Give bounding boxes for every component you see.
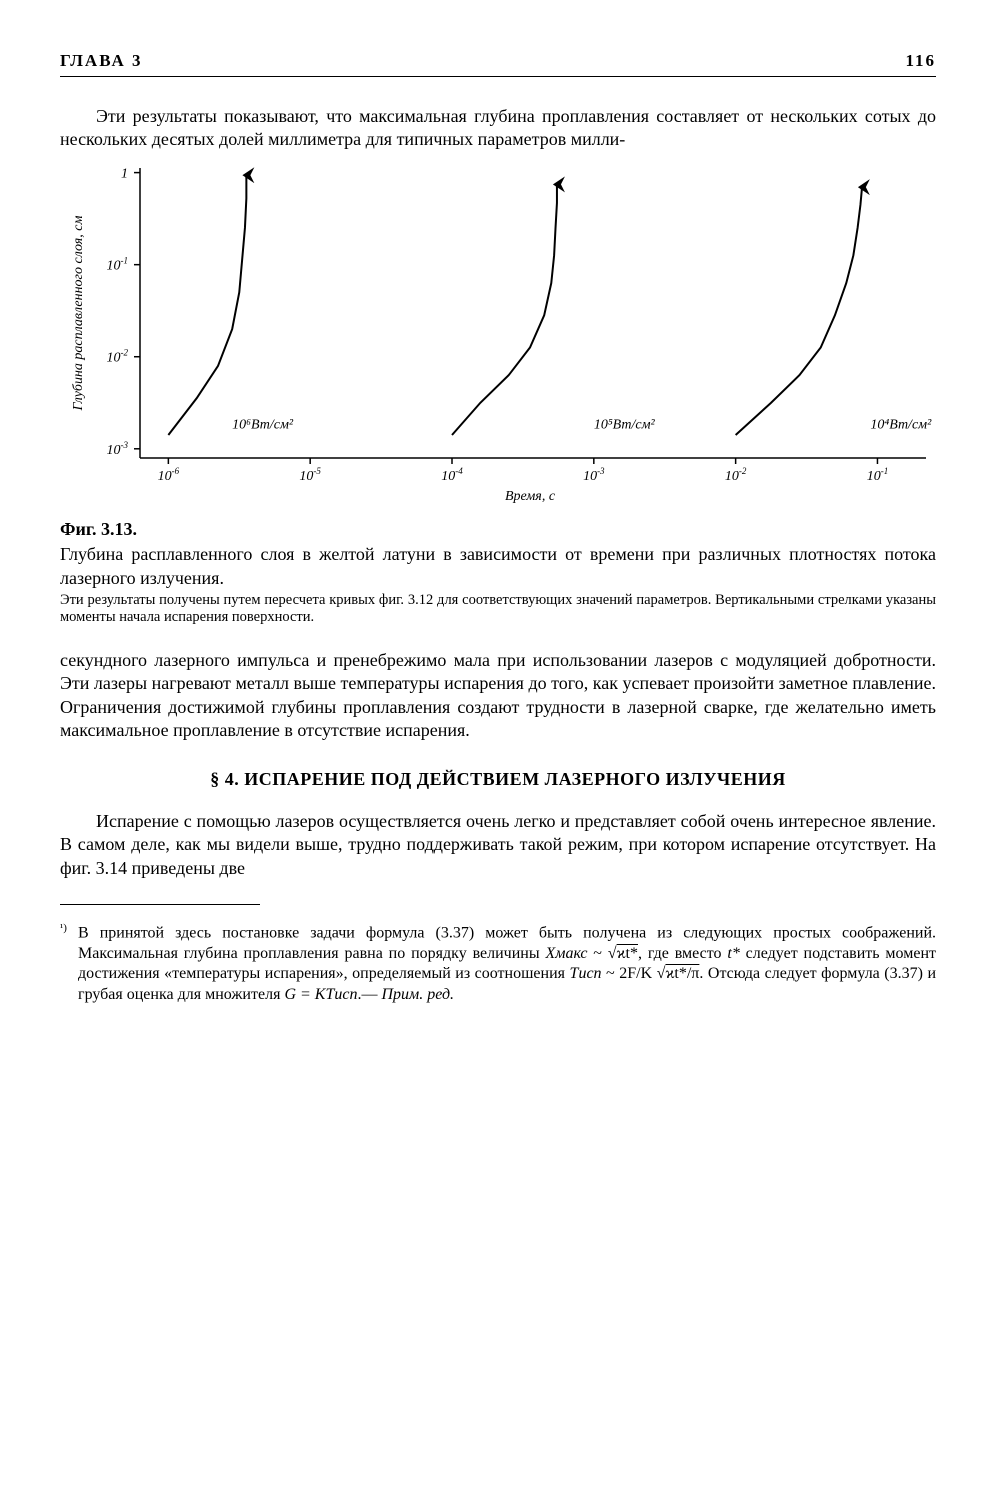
svg-text:10-6: 10-6 bbox=[158, 466, 180, 484]
page-header: ГЛАВА 3 116 bbox=[60, 50, 936, 77]
footnote-marker: ¹) bbox=[60, 922, 67, 934]
figure-3-13-chart: 10-3 10-2 10-1 1 10-6 10-5 10-4 10-3 10-2 10-1 Вре… bbox=[60, 158, 936, 508]
svg-text:10-1: 10-1 bbox=[867, 466, 889, 484]
svg-text:10-4: 10-4 bbox=[441, 466, 463, 484]
intro-paragraph: Эти результаты показывают, что максималь… bbox=[60, 105, 936, 152]
svg-text:10⁵Вт/см²: 10⁵Вт/см² bbox=[594, 417, 656, 432]
chart-svg: 10-3 10-2 10-1 1 10-6 10-5 10-4 10-3 10-2 10-1 Вре… bbox=[60, 158, 936, 508]
svg-text:10⁴Вт/см²: 10⁴Вт/см² bbox=[870, 417, 932, 432]
svg-text:1: 1 bbox=[121, 166, 128, 181]
svg-text:Время, с: Время, с bbox=[505, 489, 556, 504]
figure-label: Фиг. 3.13. bbox=[60, 518, 936, 541]
svg-text:10-2: 10-2 bbox=[725, 466, 747, 484]
page-number: 116 bbox=[905, 50, 936, 72]
footnote-1: ¹) В принятой здесь постановке задачи фо… bbox=[60, 921, 936, 1005]
figure-caption-main: Глубина расплавленного слоя в желтой лат… bbox=[60, 543, 936, 590]
svg-text:10⁶Вт/см²: 10⁶Вт/см² bbox=[232, 417, 294, 432]
figure-caption-small: Эти результаты получены путем пересчета … bbox=[60, 592, 936, 627]
svg-text:10-1: 10-1 bbox=[107, 256, 129, 274]
footnote-separator bbox=[60, 904, 260, 905]
svg-text:10-5: 10-5 bbox=[299, 466, 321, 484]
after-chart-paragraph: секундного лазерного импульса и пренебре… bbox=[60, 649, 936, 743]
chapter-label: ГЛАВА 3 bbox=[60, 50, 143, 72]
svg-text:10-3: 10-3 bbox=[583, 466, 605, 484]
svg-text:10-3: 10-3 bbox=[107, 440, 129, 458]
section-4-title: § 4. ИСПАРЕНИЕ ПОД ДЕЙСТВИЕМ ЛАЗЕРНОГО И… bbox=[60, 768, 936, 791]
section-4-paragraph: Испарение с помощью лазеров осуществляет… bbox=[60, 810, 936, 880]
svg-text:Глубина расплавленного слоя, с: Глубина расплавленного слоя, см bbox=[71, 215, 86, 411]
svg-text:10-2: 10-2 bbox=[107, 348, 129, 366]
